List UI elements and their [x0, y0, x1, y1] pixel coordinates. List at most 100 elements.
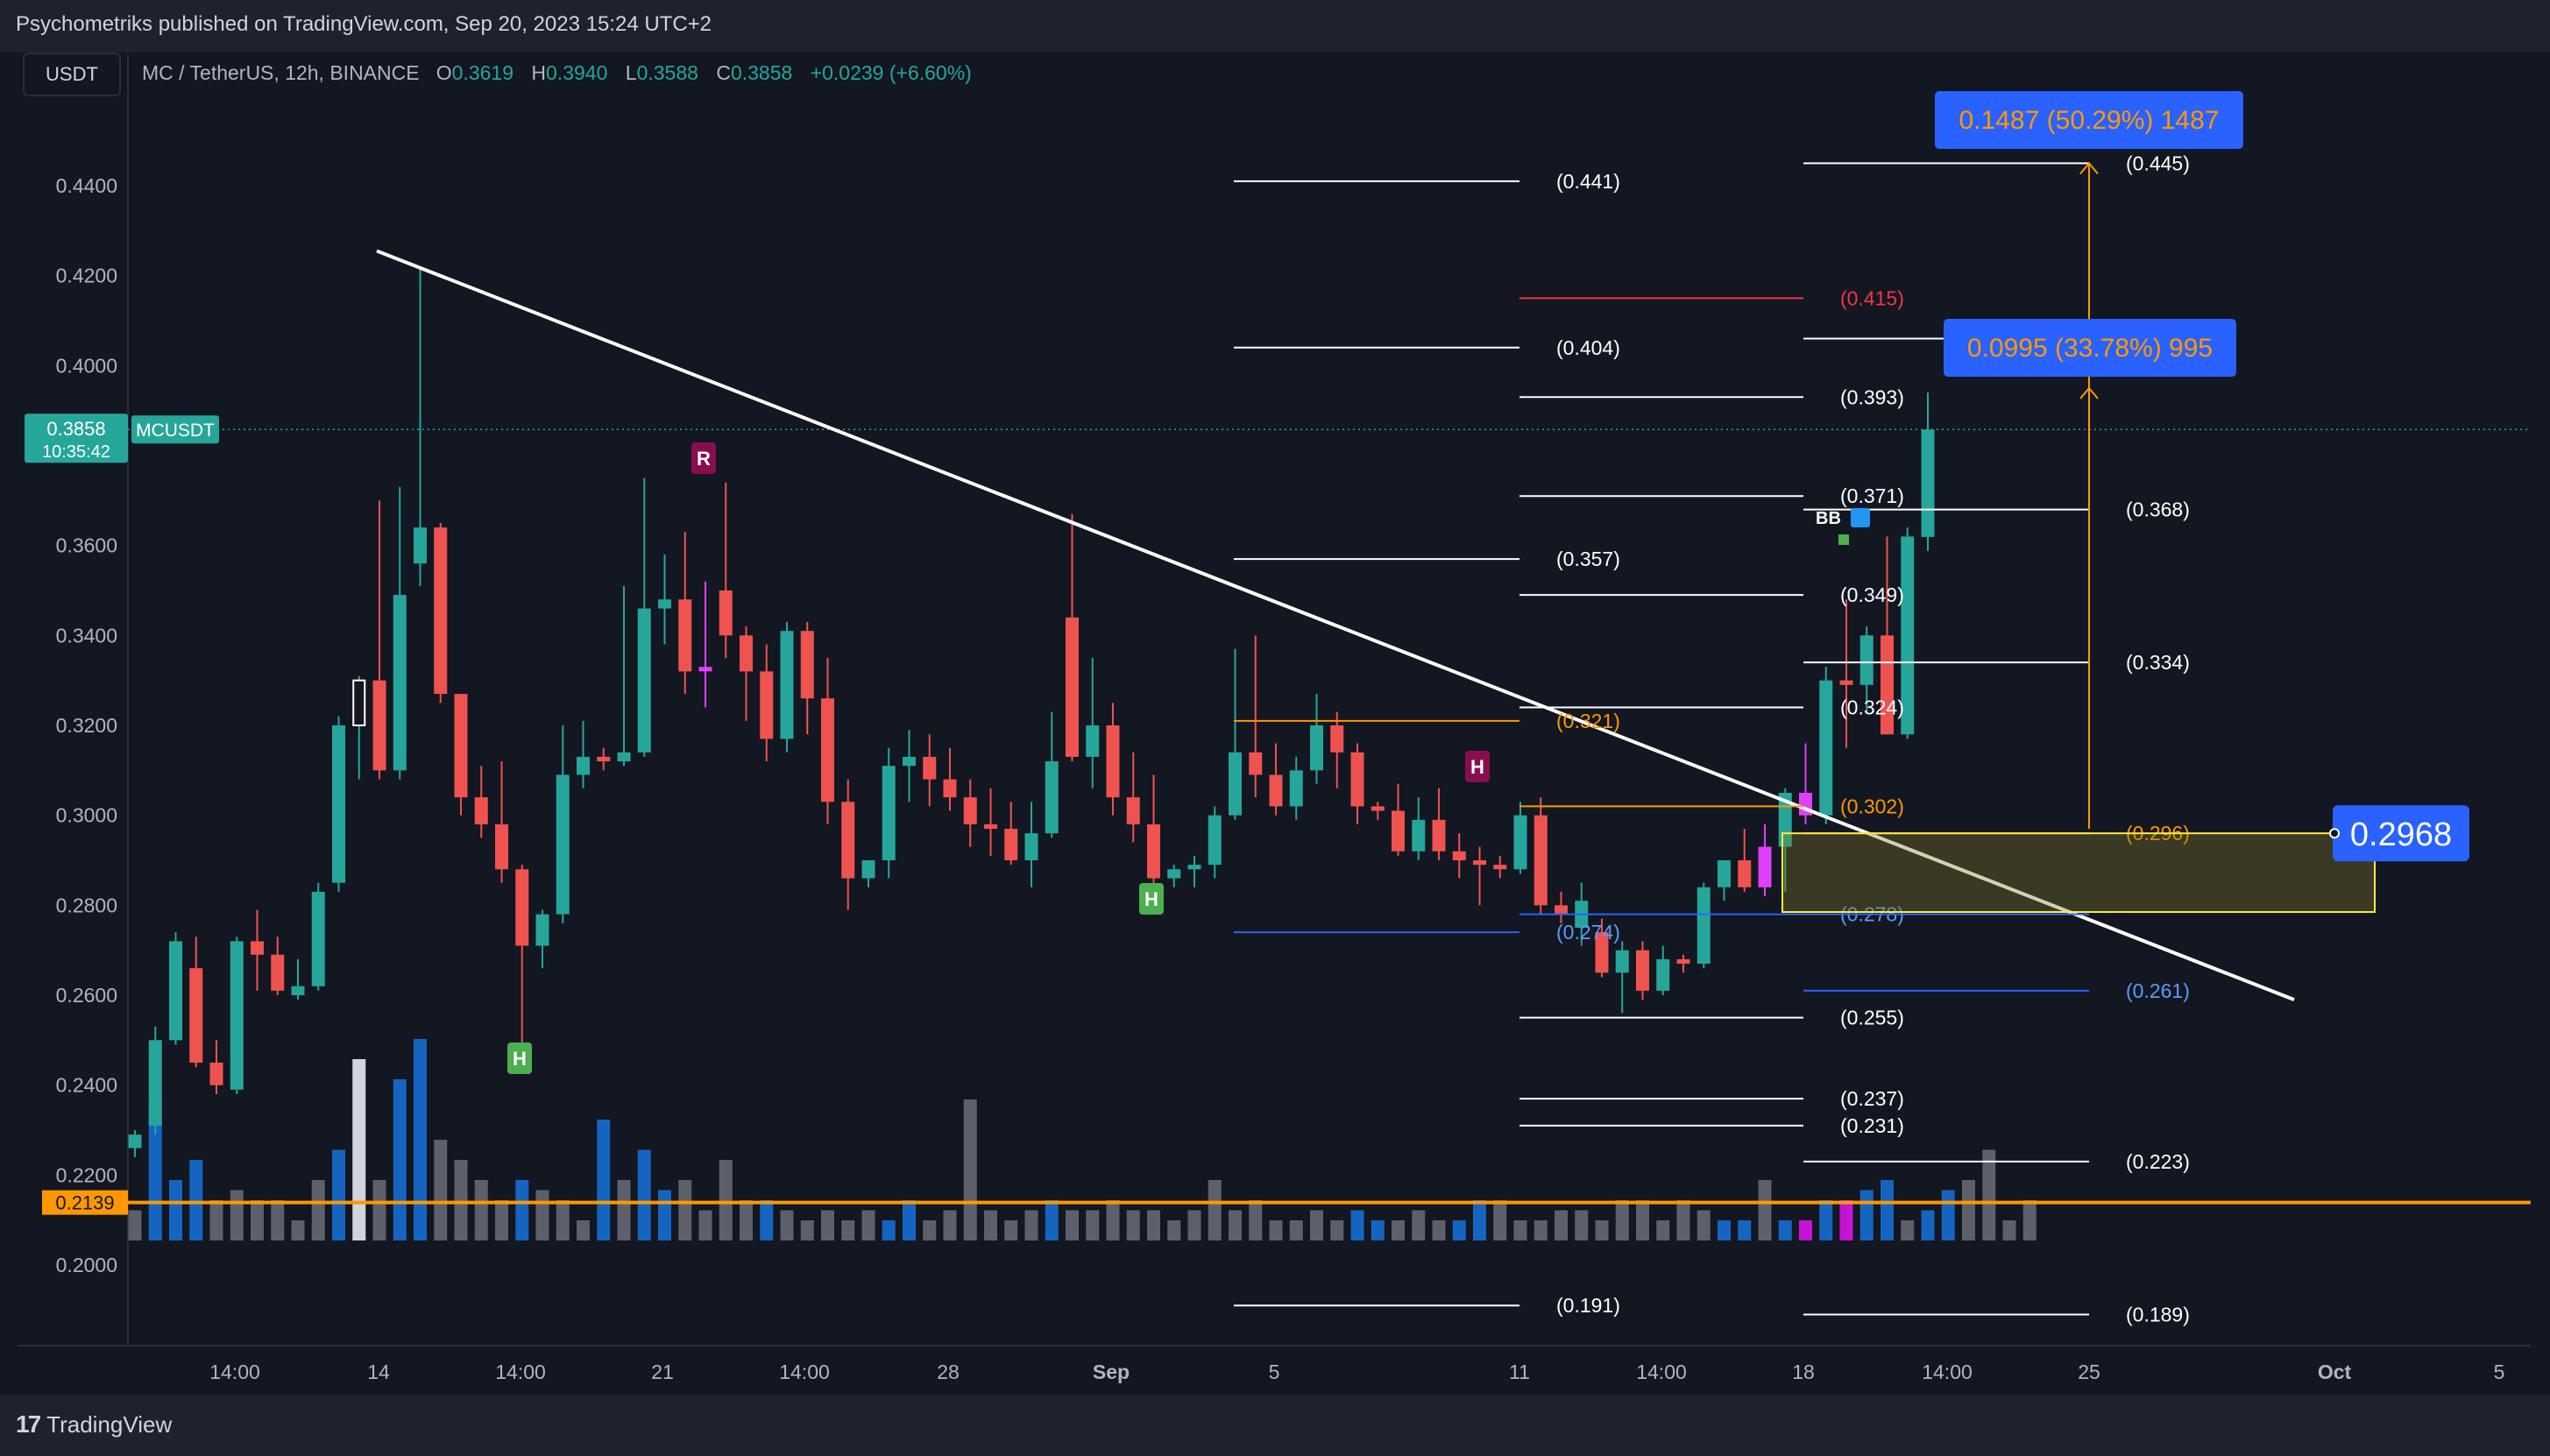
volume-bar	[1187, 1210, 1201, 1240]
volume-bar	[414, 1039, 427, 1240]
candle-body	[1819, 680, 1833, 816]
volume-bar	[1229, 1210, 1242, 1240]
marker-h-label: H	[1144, 888, 1158, 910]
volume-bar	[597, 1120, 611, 1240]
candle-body	[1758, 846, 1772, 887]
legend-close: 0.3858	[730, 61, 793, 84]
x-tick-label: 11	[1509, 1361, 1530, 1383]
support-price-tag	[42, 1190, 128, 1215]
candle-body	[1452, 851, 1466, 860]
volume-bar	[1350, 1210, 1364, 1240]
volume-bar	[903, 1200, 916, 1240]
zone-price-label: 0.2968	[2350, 816, 2452, 853]
volume-bar	[1718, 1220, 1731, 1240]
candle-body	[740, 635, 753, 672]
volume-bar	[1269, 1220, 1283, 1240]
candle-body	[597, 756, 611, 762]
marker-h-label: H	[513, 1048, 527, 1070]
x-tick-label: 14	[367, 1361, 390, 1383]
candle-body	[169, 941, 182, 1041]
candle-body	[251, 941, 264, 955]
candle-body	[230, 941, 244, 1090]
volume-bar	[1493, 1200, 1507, 1240]
volume-bar	[1066, 1210, 1079, 1240]
volume-bar	[984, 1210, 997, 1240]
marker-h-label: H	[1470, 756, 1484, 778]
candle-body	[861, 860, 875, 879]
bb-arrow-icon	[1851, 508, 1870, 527]
volume-bar	[719, 1160, 733, 1240]
volume-bar	[1004, 1220, 1018, 1240]
volume-bar	[332, 1149, 345, 1240]
volume-bar	[740, 1200, 753, 1240]
candle-body	[1595, 932, 1609, 973]
x-tick-label: 18	[1792, 1361, 1815, 1383]
candle-body	[963, 797, 977, 824]
volume-bar	[1901, 1220, 1915, 1240]
candle-body	[800, 631, 814, 699]
candle-body	[1555, 905, 1568, 915]
candle-body	[577, 756, 590, 775]
volume-bar	[311, 1180, 325, 1240]
fib-level-label: (0.334)	[2126, 651, 2190, 674]
x-tick-label: 14:00	[779, 1361, 830, 1383]
x-tick-label: Sep	[1093, 1361, 1130, 1383]
fib-level-label: (0.441)	[1556, 170, 1620, 193]
volume-bar	[882, 1220, 896, 1240]
candle-body	[1187, 865, 1201, 870]
volume-bar	[1615, 1200, 1629, 1240]
marker-r	[691, 442, 716, 474]
volume-bar	[1696, 1210, 1711, 1240]
volume-bar	[637, 1149, 651, 1240]
candle-body	[1045, 761, 1059, 834]
volume-bar	[189, 1160, 203, 1240]
volume-bar	[1330, 1220, 1344, 1240]
fib-level-label: (0.393)	[1840, 385, 1904, 408]
volume-bar	[556, 1200, 570, 1240]
y-tick-label: 0.3200	[56, 714, 117, 737]
volume-bar	[148, 1099, 162, 1240]
volume-bar	[1167, 1220, 1181, 1240]
candle-body	[474, 797, 488, 824]
volume-bar	[1432, 1220, 1446, 1240]
volume-bar	[291, 1220, 305, 1240]
chart-canvas[interactable]: 0.44000.42000.40000.38000.36000.34000.32…	[0, 0, 2550, 1395]
y-tick-label: 0.3400	[56, 624, 117, 647]
candle-body	[1839, 680, 1853, 685]
volume-bar	[821, 1210, 834, 1240]
publication-header: Psychometriks published on TradingView.c…	[0, 0, 2550, 53]
currency-selector[interactable]: USDT	[23, 53, 121, 96]
candle-body	[984, 823, 997, 830]
volume-bar	[1859, 1190, 1874, 1240]
legend-low: 0.3588	[636, 61, 698, 84]
legend-high: 0.3940	[546, 61, 608, 84]
volume-bar	[128, 1210, 142, 1240]
volume-bar	[1024, 1210, 1038, 1240]
candle-body	[1412, 819, 1426, 852]
volume-bar	[2002, 1220, 2016, 1240]
candle-body	[1738, 860, 1752, 887]
candle-body	[617, 752, 631, 762]
projection-label-upper: 0.1487 (50.29%) 1487	[1959, 106, 2220, 135]
ohlc-legend: MC / TetherUS, 12h, BINANCE O0.3619 H0.3…	[142, 61, 972, 85]
volume-bar	[800, 1220, 814, 1240]
candle-body	[1126, 797, 1140, 824]
x-tick-label: 21	[651, 1361, 674, 1383]
legend-open-label: O	[436, 61, 452, 84]
volume-bar	[617, 1180, 631, 1240]
candle-body	[1106, 725, 1120, 798]
candle-body	[311, 891, 325, 986]
zone-anchor-dot	[2329, 828, 2340, 839]
volume-bar	[251, 1200, 264, 1240]
tradingview-logo-icon: 17	[16, 1410, 41, 1438]
volume-bar	[760, 1200, 774, 1240]
candle-body	[1921, 429, 1935, 537]
tradingview-logo[interactable]: 17 TradingView	[16, 1410, 172, 1438]
volume-bar	[1982, 1149, 1996, 1240]
candle-body	[535, 914, 549, 946]
volume-bar	[271, 1200, 285, 1240]
volume-bar	[434, 1140, 448, 1240]
x-tick-label: 28	[937, 1361, 960, 1383]
volume-bar	[515, 1180, 529, 1240]
volume-bar	[1819, 1200, 1833, 1240]
